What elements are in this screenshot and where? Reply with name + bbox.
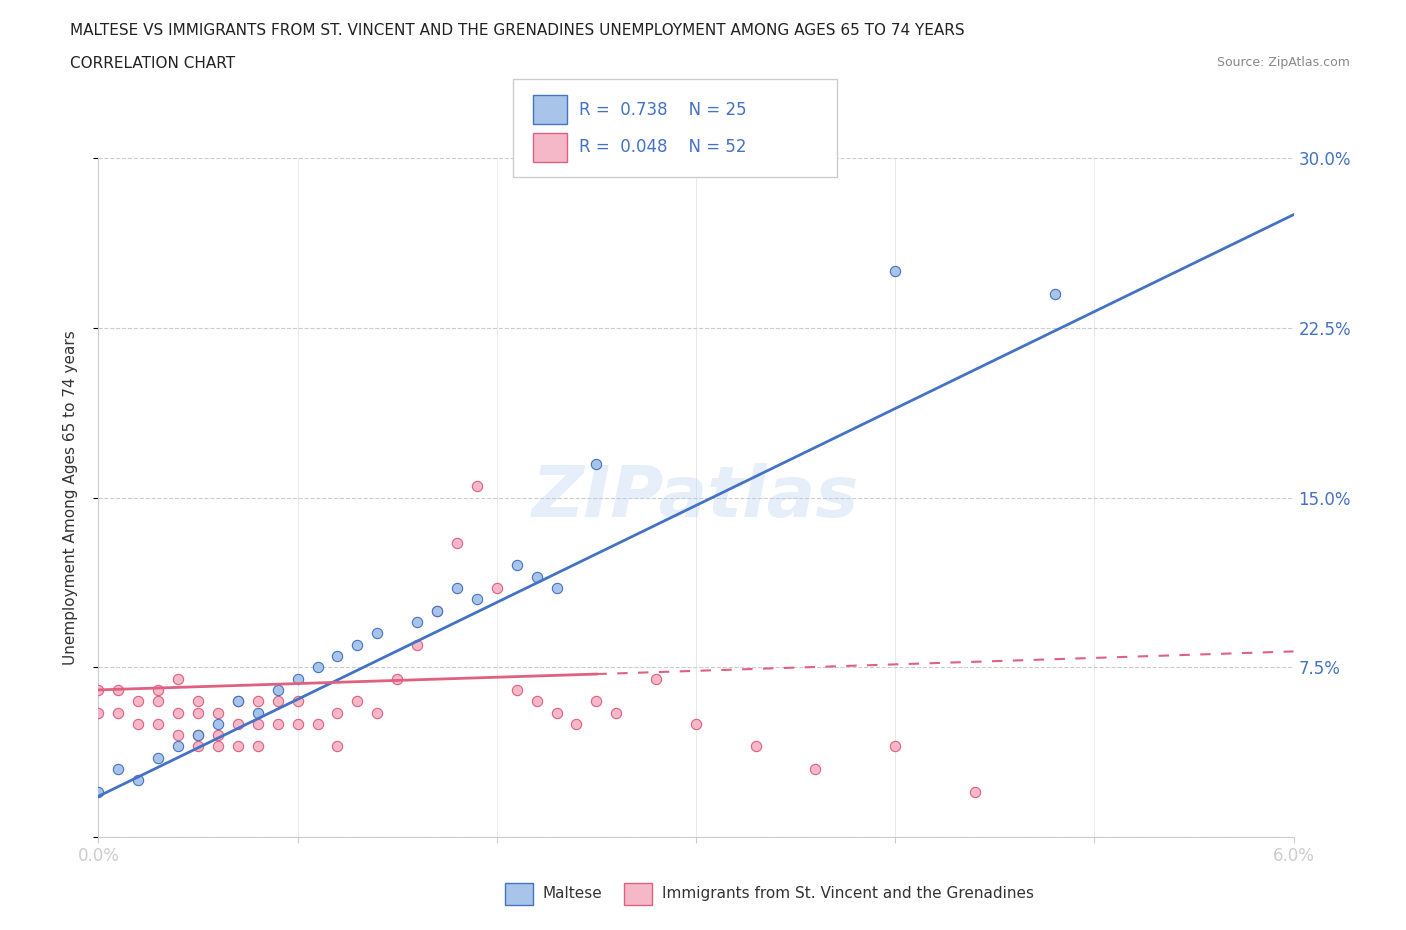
Point xyxy=(685,716,707,731)
Point xyxy=(267,683,290,698)
Point xyxy=(187,694,209,709)
Point xyxy=(465,479,488,494)
Point xyxy=(167,705,190,720)
Point xyxy=(207,705,229,720)
Text: R =  0.048    N = 52: R = 0.048 N = 52 xyxy=(579,139,747,156)
Point xyxy=(87,784,110,799)
Point xyxy=(107,683,129,698)
Point xyxy=(366,626,388,641)
Point xyxy=(226,739,249,754)
Point xyxy=(884,739,907,754)
Point xyxy=(207,716,229,731)
Point xyxy=(127,773,149,788)
Point xyxy=(385,671,409,686)
Point xyxy=(884,264,907,279)
Point xyxy=(87,705,110,720)
Point xyxy=(546,580,568,595)
Point xyxy=(167,671,190,686)
Point xyxy=(745,739,768,754)
Text: R =  0.738    N = 25: R = 0.738 N = 25 xyxy=(579,100,747,118)
Point xyxy=(226,694,249,709)
Point xyxy=(506,683,529,698)
Point xyxy=(366,705,388,720)
Point xyxy=(506,558,529,573)
Point xyxy=(406,637,429,652)
Point xyxy=(326,705,349,720)
Point xyxy=(148,716,170,731)
Point xyxy=(207,727,229,742)
Point xyxy=(526,694,548,709)
Point xyxy=(287,716,309,731)
Point xyxy=(287,694,309,709)
Point xyxy=(187,739,209,754)
Point xyxy=(167,739,190,754)
Point xyxy=(565,716,588,731)
Point xyxy=(87,683,110,698)
Text: CORRELATION CHART: CORRELATION CHART xyxy=(70,56,235,71)
Point xyxy=(307,660,329,675)
Point xyxy=(267,716,290,731)
Text: ZIPatlas: ZIPatlas xyxy=(533,463,859,532)
Text: MALTESE VS IMMIGRANTS FROM ST. VINCENT AND THE GRENADINES UNEMPLOYMENT AMONG AGE: MALTESE VS IMMIGRANTS FROM ST. VINCENT A… xyxy=(70,23,965,38)
Point xyxy=(167,727,190,742)
Text: Source: ZipAtlas.com: Source: ZipAtlas.com xyxy=(1216,56,1350,69)
Point xyxy=(585,694,607,709)
Point xyxy=(246,739,269,754)
Point xyxy=(127,716,149,731)
Point xyxy=(187,727,209,742)
Point xyxy=(485,580,508,595)
Point xyxy=(346,694,368,709)
Point xyxy=(107,762,129,777)
Point xyxy=(446,536,468,551)
Point xyxy=(307,716,329,731)
Point xyxy=(246,705,269,720)
Point xyxy=(465,592,488,607)
Point xyxy=(546,705,568,720)
Point xyxy=(426,604,449,618)
Point xyxy=(645,671,668,686)
Point xyxy=(804,762,827,777)
Point xyxy=(148,694,170,709)
Point xyxy=(1043,286,1066,301)
Point xyxy=(346,637,368,652)
Point xyxy=(107,705,129,720)
Point xyxy=(226,694,249,709)
Point xyxy=(246,716,269,731)
Point xyxy=(127,694,149,709)
Point xyxy=(326,739,349,754)
Point xyxy=(187,727,209,742)
Point xyxy=(267,694,290,709)
Point xyxy=(406,615,429,630)
Text: Immigrants from St. Vincent and the Grenadines: Immigrants from St. Vincent and the Gren… xyxy=(662,886,1035,901)
Point xyxy=(226,716,249,731)
Point xyxy=(148,751,170,765)
Point xyxy=(207,739,229,754)
Point xyxy=(585,457,607,472)
Point xyxy=(526,569,548,584)
Point xyxy=(446,580,468,595)
Point xyxy=(326,648,349,663)
Point xyxy=(187,705,209,720)
Point xyxy=(246,694,269,709)
Text: Maltese: Maltese xyxy=(543,886,602,901)
Point xyxy=(426,604,449,618)
Point xyxy=(963,784,986,799)
Y-axis label: Unemployment Among Ages 65 to 74 years: Unemployment Among Ages 65 to 74 years xyxy=(63,330,77,665)
Point xyxy=(287,671,309,686)
Point xyxy=(148,683,170,698)
Point xyxy=(605,705,627,720)
